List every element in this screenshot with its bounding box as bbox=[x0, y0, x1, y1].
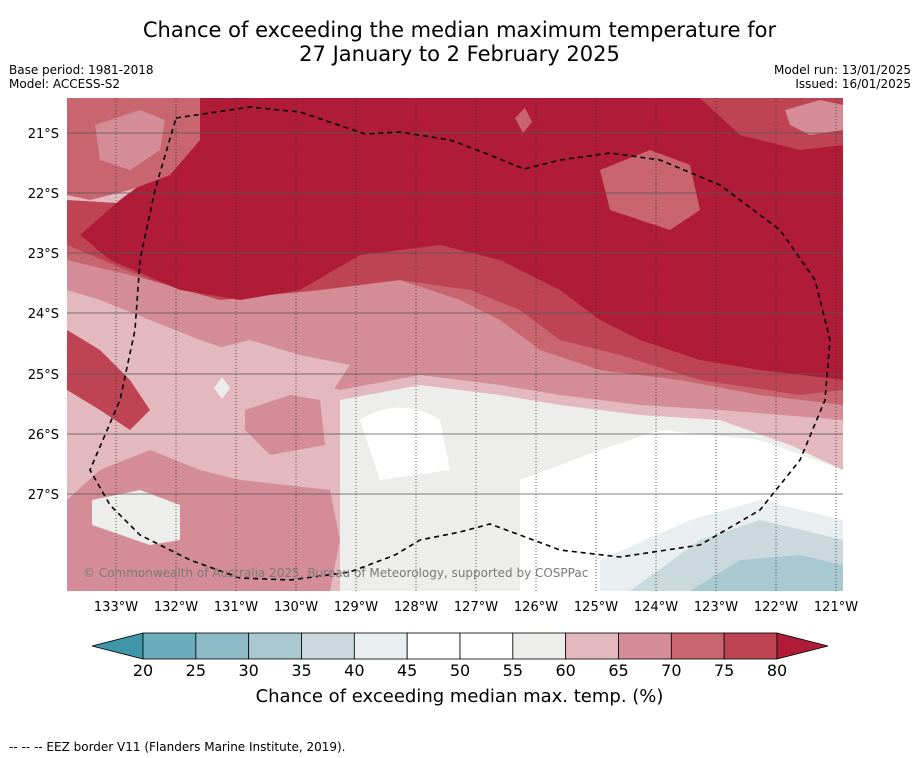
colorbar-segment bbox=[670, 632, 725, 660]
colorbar-segment bbox=[248, 632, 302, 660]
colorbar-over-arrow bbox=[776, 632, 829, 660]
colorbar-tick-label: 55 bbox=[503, 661, 523, 680]
lon-label: 127°W bbox=[454, 600, 498, 615]
colorbar-segment bbox=[512, 632, 567, 660]
lon-label: 122°W bbox=[754, 600, 798, 615]
colorbar-tick-label: 65 bbox=[608, 661, 628, 680]
meta-right: Model run: 13/01/2025 Issued: 16/01/2025 bbox=[774, 63, 911, 91]
lon-label: 130°W bbox=[274, 600, 318, 615]
colorbar-segment bbox=[459, 632, 514, 660]
colorbar-tick-label: 80 bbox=[767, 661, 787, 680]
gridlines bbox=[67, 132, 843, 495]
lat-label: 24°S bbox=[28, 307, 59, 322]
colorbar-segment bbox=[142, 632, 197, 660]
colorbar-tick-label: 40 bbox=[344, 661, 364, 680]
lon-label: 121°W bbox=[814, 600, 858, 615]
colorbar-segment bbox=[618, 632, 672, 660]
colorbar-tick-label: 30 bbox=[238, 661, 258, 680]
colorbar-tick-label: 45 bbox=[397, 661, 417, 680]
lon-label: 126°W bbox=[514, 600, 558, 615]
lon-label: 123°W bbox=[694, 600, 738, 615]
colorbar-tick-label: 20 bbox=[133, 661, 153, 680]
lon-label: 124°W bbox=[634, 600, 678, 615]
lat-label: 23°S bbox=[28, 247, 59, 262]
lat-label: 21°S bbox=[28, 127, 59, 142]
meridians bbox=[115, 98, 837, 591]
probability-field bbox=[67, 98, 843, 591]
lon-label: 125°W bbox=[574, 600, 618, 615]
colorbar-segment bbox=[406, 632, 461, 660]
colorbar-segment bbox=[723, 632, 778, 660]
model-name: Model: ACCESS-S2 bbox=[9, 77, 121, 91]
title-line-1: Chance of exceeding the median maximum t… bbox=[142, 18, 777, 42]
colorbar-segment bbox=[565, 632, 619, 660]
lon-label: 129°W bbox=[334, 600, 378, 615]
colorbar-tick-label: 25 bbox=[186, 661, 206, 680]
lon-label: 131°W bbox=[214, 600, 258, 615]
latitude-labels: 21°S 22°S 23°S 24°S 25°S 26°S 27°S bbox=[28, 127, 59, 503]
eez-border bbox=[89, 106, 831, 581]
copyright-notice: © Commonwealth of Australia 2025, Bureau… bbox=[83, 566, 589, 580]
issued-date: Issued: 16/01/2025 bbox=[795, 77, 911, 91]
lon-label: 133°W bbox=[94, 600, 138, 615]
model-run: Model run: 13/01/2025 bbox=[773, 63, 911, 77]
colorbar-tick-label: 75 bbox=[714, 661, 734, 680]
lat-label: 27°S bbox=[28, 488, 59, 503]
lat-label: 25°S bbox=[28, 368, 59, 383]
meta-left: Base period: 1981-2018 Model: ACCESS-S2 bbox=[9, 63, 154, 91]
colorbar: 20 25 30 35 40 45 50 55 60 65 70 75 80 bbox=[91, 632, 829, 680]
eez-legend-footnote: -- -- -- EEZ border V11 (Flanders Marine… bbox=[9, 740, 346, 754]
lon-label: 132°W bbox=[154, 600, 198, 615]
colorbar-tick-label: 35 bbox=[291, 661, 311, 680]
colorbar-segment bbox=[195, 632, 250, 660]
lat-label: 26°S bbox=[28, 428, 59, 443]
colorbar-tick-label: 70 bbox=[661, 661, 681, 680]
colorbar-tick-label: 60 bbox=[555, 661, 575, 680]
colorbar-under-arrow bbox=[91, 632, 144, 660]
colorbar-label: Chance of exceeding median max. temp. (%… bbox=[255, 686, 664, 707]
map-title: Chance of exceeding the median maximum t… bbox=[0, 18, 919, 66]
colorbar-tick-label: 50 bbox=[450, 661, 470, 680]
lat-label: 22°S bbox=[28, 187, 59, 202]
longitude-labels: 133°W 132°W 131°W 130°W 129°W 128°W 127°… bbox=[94, 600, 858, 615]
title-line-2: 27 January to 2 February 2025 bbox=[299, 42, 620, 66]
colorbar-segment bbox=[353, 632, 408, 660]
colorbar-segment bbox=[301, 632, 355, 660]
base-period: Base period: 1981-2018 bbox=[9, 63, 154, 77]
lon-label: 128°W bbox=[394, 600, 438, 615]
